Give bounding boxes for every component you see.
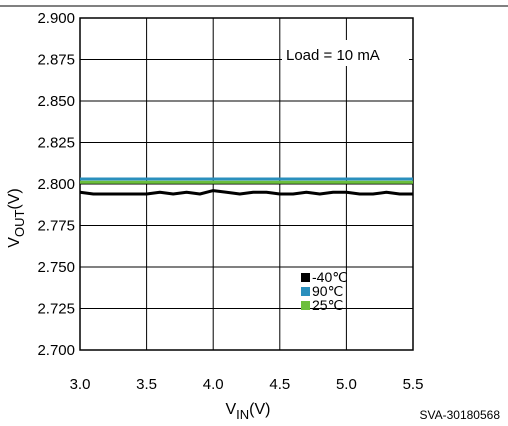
legend-swatch	[301, 287, 310, 296]
y-tick-label: 2.700	[37, 342, 75, 359]
legend-label: -40℃	[312, 269, 348, 285]
legend-label: 25℃	[312, 297, 343, 313]
y-axis-title-main: V	[6, 237, 23, 248]
y-tick-label: 2.750	[37, 259, 75, 276]
y-tick-label: 2.850	[37, 93, 75, 110]
x-tick-label: 5.5	[403, 376, 424, 393]
x-tick-label: 4.0	[203, 376, 224, 393]
x-axis-title: VIN(V)	[226, 401, 271, 422]
y-axis-title-unit: (V)	[6, 188, 23, 209]
y-tick-labels: 2.900 2.875 2.850 2.825 2.800 2.775 2.750 2.725…	[37, 10, 75, 359]
x-tick-label: 4.5	[269, 376, 290, 393]
y-axis-title-sub: OUT	[12, 210, 27, 238]
legend-label: 90℃	[312, 283, 343, 299]
legend-swatch	[301, 273, 310, 282]
grid	[79, 17, 414, 351]
y-tick-label: 2.800	[37, 176, 75, 193]
x-axis-title-main: V	[226, 401, 237, 418]
y-tick-label: 2.775	[37, 218, 75, 235]
series-line	[79, 189, 413, 196]
annotation-box	[282, 40, 409, 66]
x-axis-title-unit: (V)	[249, 401, 270, 418]
y-tick-label: 2.875	[37, 52, 75, 69]
y-axis-title: VOUT(V)	[6, 188, 27, 247]
figure-code: SVA-30180568	[419, 408, 500, 422]
x-tick-labels: 3.0 3.5 4.0 4.5 5.0 5.5	[70, 376, 424, 393]
legend: -40℃90℃25℃	[301, 269, 348, 313]
x-axis-title-sub: IN	[236, 407, 249, 422]
series-lines	[79, 177, 413, 196]
x-tick-label: 3.5	[136, 376, 157, 393]
legend-swatch	[301, 301, 310, 310]
x-tick-label: 5.0	[336, 376, 357, 393]
y-tick-label: 2.825	[37, 135, 75, 152]
plot-frame	[79, 17, 414, 351]
x-tick-label: 3.0	[70, 376, 91, 393]
y-tick-label: 2.725	[37, 301, 75, 318]
y-tick-label: 2.900	[37, 10, 75, 27]
annotation: Load = 10 mA	[286, 47, 380, 64]
